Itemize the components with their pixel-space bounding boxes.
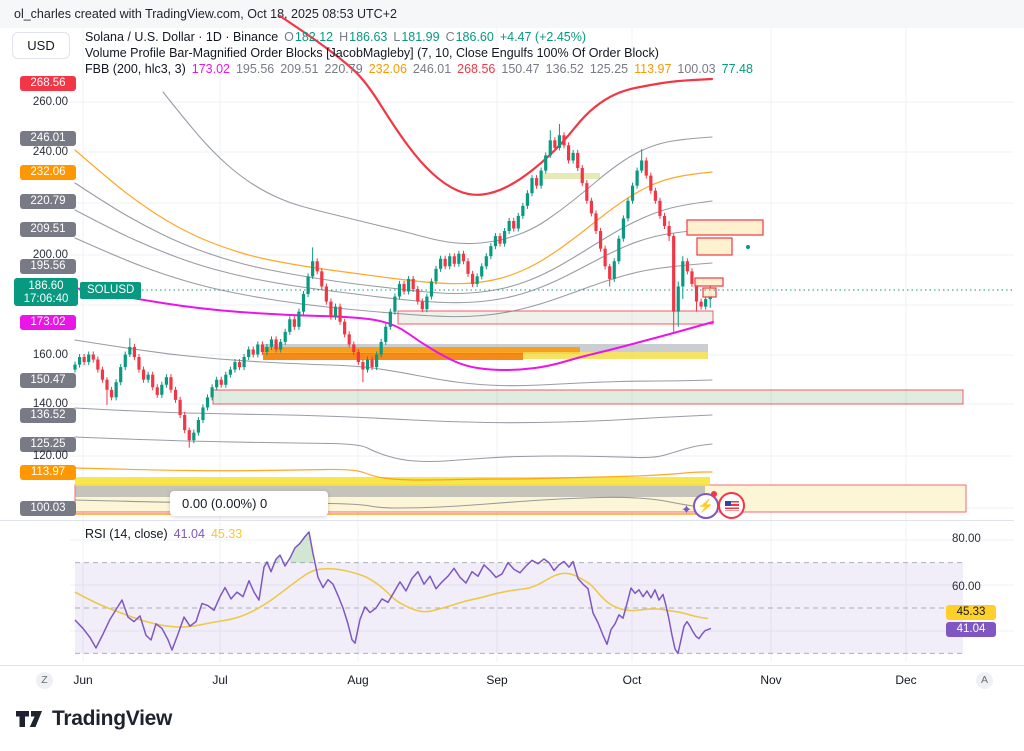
- legend-value: 186.60: [455, 30, 494, 44]
- tradingview-logo[interactable]: TradingView: [16, 707, 172, 731]
- legend-value: 246.01: [412, 62, 452, 76]
- legend-value: FBB (200, hlc3, 3): [85, 62, 186, 76]
- price-level-badge[interactable]: 232.06: [20, 165, 76, 180]
- price-tick-label[interactable]: 260.00: [32, 96, 68, 108]
- recent-order-blocks: [686, 219, 764, 298]
- legend-value: 150.47: [501, 62, 540, 76]
- legend-value: +4.47 (+2.45%): [499, 30, 586, 44]
- legend-value: 173.02: [191, 62, 230, 76]
- price-level-badge[interactable]: 186.60 17:06:40: [14, 278, 78, 306]
- legend-value: 77.48: [721, 62, 753, 76]
- tradingview-logo-text: TradingView: [52, 707, 173, 730]
- legend-value: O: [284, 30, 294, 44]
- legend-value: 232.06: [368, 62, 407, 76]
- scroll-left-button[interactable]: Z: [36, 672, 53, 689]
- candles-layer: [73, 123, 712, 448]
- price-level-badge[interactable]: 246.01: [20, 131, 76, 146]
- price-tick-label[interactable]: 160.00: [32, 349, 68, 361]
- month-tick-label[interactable]: Nov: [760, 673, 782, 687]
- legend-value: C: [445, 30, 455, 44]
- price-level-badge[interactable]: 195.56: [20, 259, 76, 274]
- rsi-tick-label[interactable]: 80.00: [952, 533, 981, 545]
- price-tick-label[interactable]: 120.00: [32, 450, 68, 462]
- legend-value: 113.97: [634, 62, 672, 76]
- month-tick-label[interactable]: Jun: [73, 673, 93, 687]
- legend-value: 209.51: [280, 62, 319, 76]
- price-level-badge[interactable]: 113.97: [20, 465, 76, 480]
- legend-value: 220.79: [324, 62, 363, 76]
- price-level-badge[interactable]: 125.25: [20, 437, 76, 452]
- month-tick-label[interactable]: Sep: [486, 673, 508, 687]
- price-line-symbol-label: SOLUSD: [80, 282, 142, 299]
- lightning-marker-icon[interactable]: ⚡: [693, 493, 719, 519]
- legend-value: Solana / U.S. Dollar · 1D · Binance: [85, 30, 279, 44]
- chart-legend[interactable]: Solana / U.S. Dollar · 1D · Binance O182.…: [85, 30, 759, 78]
- month-tick-label[interactable]: Oct: [622, 673, 642, 687]
- price-tick-label[interactable]: 200.00: [32, 249, 68, 261]
- time-axis[interactable]: Z Jun Jul Aug Sep Oct Nov Dec A: [0, 665, 1024, 696]
- month-tick-label[interactable]: Dec: [895, 673, 917, 687]
- gridlines: [70, 28, 1014, 662]
- order-block-zones: [74, 173, 967, 513]
- legend-value: 45.33: [210, 527, 243, 541]
- symbol-ohlc-row[interactable]: Solana / U.S. Dollar · 1D · Binance O182.…: [85, 30, 759, 46]
- month-tick-label[interactable]: Jul: [212, 673, 228, 687]
- sparkle-icon: ✦: [681, 502, 692, 517]
- price-level-badge[interactable]: 100.03: [20, 501, 76, 516]
- price-level-badge[interactable]: 209.51: [20, 222, 76, 237]
- legend-value: Volume Profile Bar-Magnified Order Block…: [85, 46, 659, 60]
- legend-value: L: [393, 30, 401, 44]
- notification-dot: [711, 491, 717, 497]
- legend-value: 186.63: [349, 30, 388, 44]
- change-tooltip: 0.00 (0.00%) 0: [170, 491, 328, 516]
- rsi-indicator-row[interactable]: RSI (14, close) 41.04 45.33: [85, 527, 248, 543]
- rsi-band-background: [75, 562, 963, 654]
- legend-value: 136.52: [545, 62, 584, 76]
- price-level-badge[interactable]: 136.52: [20, 408, 76, 423]
- us-flag-marker-icon[interactable]: [718, 492, 745, 519]
- legend-value: 125.25: [589, 62, 629, 76]
- scroll-right-button[interactable]: A: [976, 672, 993, 689]
- legend-value: 100.03: [677, 62, 716, 76]
- fibonacci-bollinger-bands: [74, 14, 714, 515]
- price-tick-label[interactable]: 140.00: [32, 398, 68, 410]
- legend-value: H: [339, 30, 349, 44]
- fbb-indicator-row[interactable]: FBB (200, hlc3, 3) 173.02 195.56 209.51 220.…: [85, 62, 759, 78]
- price-level-badge[interactable]: 220.79: [20, 194, 76, 209]
- legend-value: 181.99: [401, 30, 440, 44]
- legend-value: 195.56: [235, 62, 275, 76]
- price-level-badge[interactable]: 150.47: [20, 373, 76, 388]
- currency-toggle-button[interactable]: USD: [12, 32, 70, 59]
- legend-value: 182.12: [294, 30, 334, 44]
- rsi-value-badge[interactable]: 45.33: [946, 605, 996, 620]
- month-tick-label[interactable]: Aug: [347, 673, 369, 687]
- chart-marker-icons[interactable]: ✦ ⚡: [681, 491, 745, 521]
- legend-value: 268.56: [457, 62, 496, 76]
- tradingview-logo-icon: [16, 711, 42, 727]
- price-level-badge[interactable]: 173.02: [20, 315, 76, 330]
- rsi-tick-label[interactable]: 60.00: [952, 581, 981, 593]
- volume-profile-indicator-row[interactable]: Volume Profile Bar-Magnified Order Block…: [85, 46, 759, 62]
- watermark-credit: ol_charles created with TradingView.com,…: [0, 0, 1024, 28]
- legend-value: 41.04: [173, 527, 205, 541]
- price-tick-label[interactable]: 240.00: [32, 146, 68, 158]
- price-level-badge[interactable]: 268.56: [20, 76, 76, 91]
- pane-separator[interactable]: [0, 520, 1014, 521]
- rsi-value-badge[interactable]: 41.04: [946, 622, 996, 637]
- rsi-plot: [74, 531, 712, 655]
- legend-value: RSI (14, close): [85, 527, 168, 541]
